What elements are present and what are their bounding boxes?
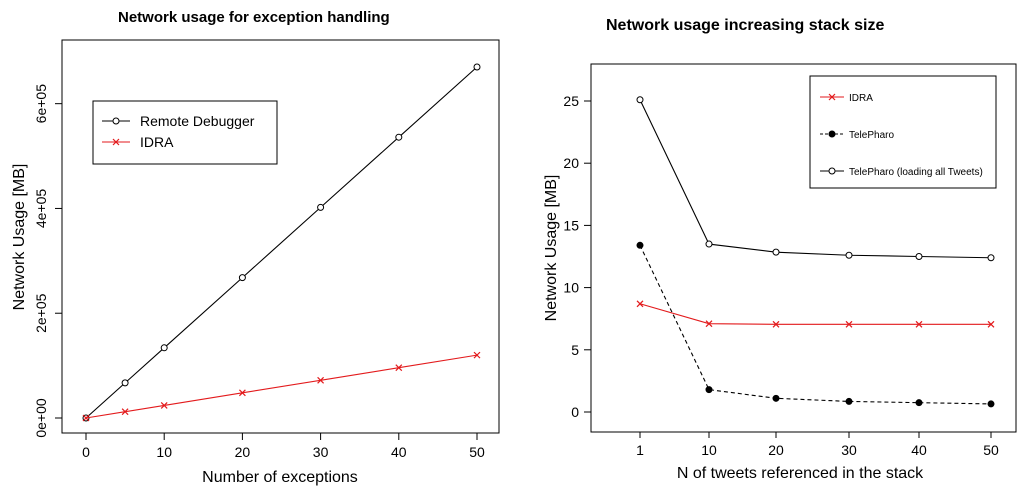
chart-2-data-point bbox=[636, 300, 644, 308]
chart-1-y-tick-label: 2e+05 bbox=[33, 293, 49, 333]
chart-2-x-tick-label: 10 bbox=[701, 442, 717, 458]
chart-2-data-point bbox=[845, 397, 853, 405]
chart-2-x-tick-label: 30 bbox=[841, 442, 857, 458]
chart-2-data-point bbox=[987, 254, 995, 262]
chart-1-legend bbox=[92, 100, 278, 165]
chart-2-data-point bbox=[636, 241, 644, 249]
chart-1-data-point bbox=[82, 414, 90, 422]
chart-2-y-tick-label: 10 bbox=[563, 280, 579, 296]
chart-1-x-tick-label: 30 bbox=[313, 444, 329, 460]
chart-1-legend-marker bbox=[112, 117, 120, 125]
chart-1-data-point bbox=[238, 274, 246, 282]
chart-1-x-axis-label: Number of exceptions bbox=[202, 469, 358, 486]
chart-2-data-point bbox=[987, 400, 995, 408]
chart-1-x-tick-label: 0 bbox=[82, 444, 90, 460]
chart-1-x-tick-label: 40 bbox=[391, 444, 407, 460]
chart-1-y-tick-label: 6e+05 bbox=[33, 84, 49, 124]
chart-2-data-point bbox=[705, 386, 713, 394]
chart-1-data-point bbox=[473, 63, 481, 71]
chart-1-plot-frame bbox=[61, 39, 500, 434]
chart-2-y-tick-label: 0 bbox=[571, 404, 579, 420]
chart-1-y-axis-label: Network Usage [MB] bbox=[11, 164, 28, 311]
chart-2-series-line bbox=[639, 99, 992, 259]
chart-1-legend-label: Remote Debugger bbox=[140, 113, 255, 129]
chart-2-y-tick-label: 20 bbox=[563, 155, 579, 171]
chart-2-plot-frame bbox=[590, 63, 1017, 433]
chart-1-series-line bbox=[85, 354, 478, 419]
chart-1-data-point bbox=[121, 408, 129, 416]
chart-2-x-tick-label: 50 bbox=[983, 442, 999, 458]
chart-1-x-tick-label: 50 bbox=[469, 444, 485, 460]
chart-2-data-point bbox=[915, 399, 923, 407]
chart-2-data-point bbox=[987, 320, 995, 328]
chart-2-legend-label: TelePharo (loading all Tweets) bbox=[849, 167, 983, 178]
chart-2-y-tick-label: 25 bbox=[563, 93, 579, 109]
chart-1-y-tick-label: 4e+05 bbox=[33, 189, 49, 229]
chart-1-data-point bbox=[121, 379, 129, 387]
chart-2-x-tick-label: 40 bbox=[911, 442, 927, 458]
chart-2-data-point bbox=[705, 240, 713, 248]
chart-2-series-line bbox=[639, 303, 991, 325]
chart-1-legend-label: IDRA bbox=[140, 134, 174, 150]
chart-2-legend-label: IDRA bbox=[849, 93, 873, 104]
chart-2-legend bbox=[809, 75, 997, 189]
chart-1-x-tick-label: 20 bbox=[235, 444, 251, 460]
chart-2-x-tick-label: 1 bbox=[636, 442, 644, 458]
chart-2-data-point bbox=[705, 320, 713, 328]
chart-1-data-point bbox=[317, 376, 325, 384]
chart-1-data-point bbox=[160, 344, 168, 352]
chart-1-data-point bbox=[395, 133, 403, 141]
chart-2-legend-marker bbox=[828, 93, 836, 101]
chart-2-x-axis-label: N of tweets referenced in the stack bbox=[677, 465, 924, 482]
chart-1-data-point bbox=[473, 351, 481, 359]
chart-1-legend-marker bbox=[112, 138, 120, 146]
chart-1-data-point bbox=[317, 203, 325, 211]
chart-1-data-point bbox=[395, 364, 403, 372]
chart-2-y-tick-label: 5 bbox=[571, 342, 579, 358]
chart-2-data-point bbox=[915, 253, 923, 260]
chart-2-data-point bbox=[845, 320, 853, 328]
chart-2-data-point bbox=[772, 248, 780, 256]
chart-2-y-tick-label: 15 bbox=[563, 217, 579, 233]
chart-2-y-axis-label: Network Usage [MB] bbox=[543, 175, 560, 322]
chart-1-x-tick-label: 10 bbox=[156, 444, 172, 460]
chart-2-x-tick-label: 20 bbox=[768, 442, 784, 458]
chart-1-title: Network usage for exception handling bbox=[118, 9, 390, 26]
chart-2-data-point bbox=[845, 251, 853, 259]
chart-1-y-tick-label: 0e+00 bbox=[33, 398, 49, 438]
chart-2-title: Network usage increasing stack size bbox=[606, 17, 885, 34]
chart-2-data-point bbox=[772, 320, 780, 328]
chart-2-data-point bbox=[772, 394, 780, 402]
chart-2-data-point bbox=[636, 96, 644, 104]
chart-1-data-point bbox=[160, 402, 168, 409]
chart-2-data-point bbox=[915, 320, 923, 328]
chart-2-series-line bbox=[639, 245, 992, 405]
chart-1-data-point bbox=[238, 389, 246, 397]
chart-2-legend-marker bbox=[828, 130, 836, 138]
chart-2-legend-label: TelePharo bbox=[849, 130, 894, 141]
chart-2-legend-marker bbox=[828, 167, 836, 175]
